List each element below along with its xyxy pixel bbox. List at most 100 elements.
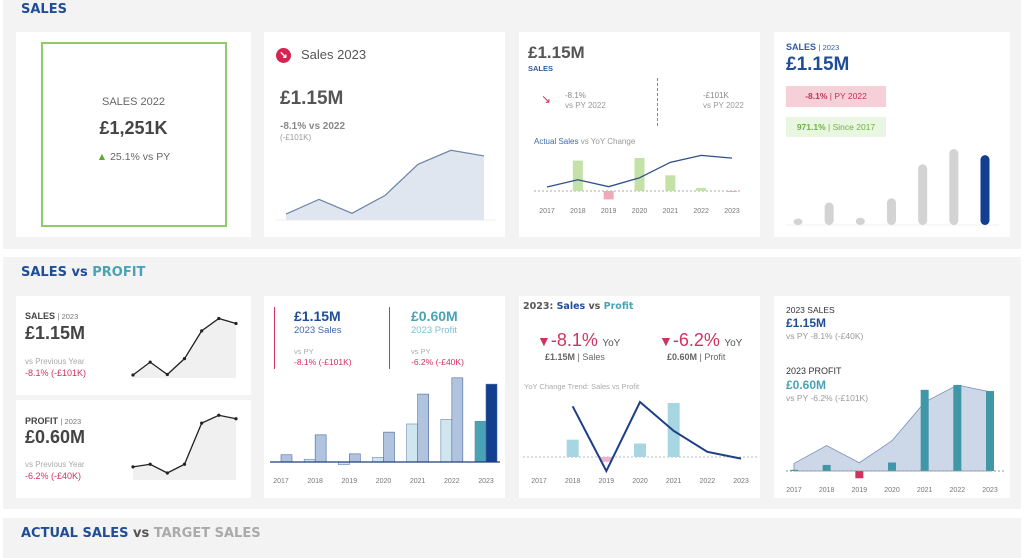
year-tick-label: 2018 xyxy=(570,208,586,215)
sales-spark-change: -8.1% (-£101K) xyxy=(25,368,87,378)
sales-bar xyxy=(417,393,429,463)
sales-bar xyxy=(793,218,803,225)
trend-sales-pct: -8.1% xyxy=(550,330,598,350)
trend-title-sales: Sales xyxy=(556,301,586,312)
combo-profit-vs: vs PY -6.2% (-£101K) xyxy=(786,393,869,403)
year-tick-label: 2022 xyxy=(700,478,716,485)
trend-title-vs: vs xyxy=(588,301,601,312)
since-badge: 971.1% | Since 2017 xyxy=(786,117,886,137)
sales-bar xyxy=(918,164,928,225)
sales-2023-card: ↘ Sales 2023 £1.15M -8.1% vs 2022 (-£101… xyxy=(264,32,505,237)
sales-sparkline-point xyxy=(234,321,238,326)
sales-yoy-line xyxy=(571,400,742,474)
trend-sales-sub-label: | Sales xyxy=(577,352,605,362)
profit-spark-year: | 2023 xyxy=(60,417,82,426)
sales-bar xyxy=(383,431,395,463)
sales-sparkline-point xyxy=(165,372,169,377)
dual-profit-value: £0.60M xyxy=(411,308,458,324)
profit-sparkline xyxy=(131,413,238,480)
yoy-bar xyxy=(696,187,707,191)
title-profit: PROFIT xyxy=(92,265,146,280)
profit-sparkline-point xyxy=(217,413,221,417)
sales-bar xyxy=(485,383,498,463)
sales-badge-card: SALES | 2023 £1.15M -8.1% | PY 2022 971.… xyxy=(774,32,1010,237)
since-badge-label: | Since 2017 xyxy=(828,122,876,132)
year-tick-label: 2023 xyxy=(982,487,998,494)
sales-sparkline xyxy=(131,316,238,378)
combo-sales-vs: vs PY -8.1% (-£40K) xyxy=(786,331,864,341)
py-badge: -8.1% | PY 2022 xyxy=(786,86,886,107)
chart-title-actual: Actual Sales xyxy=(534,137,579,146)
profit-spark-card: PROFIT | 2023 £0.60M vs Previous Year -6… xyxy=(16,400,251,498)
sales-bar xyxy=(887,198,896,225)
sales-2023-change: -8.1% vs 2022 xyxy=(280,121,346,132)
title-actual-sales: ACTUAL SALES xyxy=(21,526,129,541)
sales-2023-title: Sales 2023 xyxy=(301,47,367,62)
sales-2023-area-chart xyxy=(276,149,496,221)
sales-bar xyxy=(280,454,293,463)
year-tick-label: 2017 xyxy=(273,478,289,485)
sales-spark-label: SALES xyxy=(25,311,56,321)
profit-bar xyxy=(406,423,418,463)
year-tick-label: 2018 xyxy=(565,478,581,485)
profit-yoy-bar xyxy=(566,439,579,457)
dual-sales-vs: vs PY xyxy=(294,347,314,356)
dual-profit-change: -6.2% (-£40K) xyxy=(411,357,464,367)
year-tick-label: 2021 xyxy=(666,478,682,485)
profit-bar xyxy=(986,391,994,471)
sales-accent-line xyxy=(274,307,275,369)
trend-sales-sub-value: £1.15M xyxy=(545,352,576,362)
sales-sparkline-point xyxy=(200,329,204,333)
sales-yoy-label: SALES xyxy=(528,64,554,73)
kpi-2022-label: SALES 2022 xyxy=(102,96,165,108)
title-vs: vs xyxy=(71,265,88,280)
sales-yoy-pct: -8.1% xyxy=(565,91,586,100)
trend-profit-kpi: ▼-6.2% YoY xyxy=(659,330,742,351)
title-sales: SALES xyxy=(21,265,67,280)
profit-yoy-bar xyxy=(600,457,613,462)
yoy-bar xyxy=(634,158,645,191)
sales-spark-value: £1.15M xyxy=(25,323,86,343)
sales-sparkline-point xyxy=(148,360,152,364)
year-tick-label: 2017 xyxy=(531,478,547,485)
actual-vs-target-section: ACTUAL SALES vs TARGET SALES xyxy=(3,518,1021,558)
section-title-sales: SALES xyxy=(21,2,67,17)
sales-spark-heading: SALES | 2023 xyxy=(25,311,78,321)
title-vs: vs xyxy=(132,526,150,541)
sales-bar xyxy=(824,202,834,225)
arrow-down-right-icon: ↘ xyxy=(276,48,291,63)
area-fill xyxy=(286,150,484,220)
year-tick-label: 2020 xyxy=(376,478,392,485)
section-title-sales-vs-profit: SALES vs PROFIT xyxy=(21,265,145,280)
sales-line xyxy=(285,149,485,215)
profit-spark-heading: PROFIT | 2023 xyxy=(25,416,81,426)
since-badge-value: 971.1% xyxy=(796,122,826,132)
profit-bar xyxy=(855,471,864,479)
dual-kpi-card: £1.15M 2023 Sales vs PY -8.1% (-£101K) £… xyxy=(264,296,505,498)
trend-profit-sub: £0.60M | Profit xyxy=(667,352,725,362)
dual-sales-label: 2023 Sales xyxy=(294,325,342,336)
sales-2023-value: £1.15M xyxy=(280,88,344,109)
combo-profit-value: £0.60M xyxy=(786,378,827,392)
dual-profit-label: 2023 Profit xyxy=(411,325,457,336)
kpi-2022-value: £1,251K xyxy=(99,118,168,138)
trend-sales-kpi: ▼-8.1% YoY xyxy=(537,330,620,351)
sales-bar xyxy=(855,217,865,225)
year-tick-label: 2019 xyxy=(852,487,868,494)
year-tick-label: 2017 xyxy=(786,487,802,494)
trend-profit-sub-label: | Profit xyxy=(699,352,726,362)
year-tick-label: 2018 xyxy=(307,478,323,485)
sales-spark-vs: vs Previous Year xyxy=(25,357,85,366)
profit-sparkline-point xyxy=(234,417,238,421)
title-target-sales: TARGET SALES xyxy=(153,526,261,541)
kpi-2022-card: SALES 2022 £1,251K ▲ 25.1% vs PY xyxy=(16,32,251,237)
trend-title-year: 2023: xyxy=(523,301,554,312)
sparkline-area xyxy=(133,318,236,378)
profit-spark-change: -6.2% (-£40K) xyxy=(25,471,82,481)
triangle-up-icon: ▲ xyxy=(96,151,108,163)
profit-bar xyxy=(888,462,896,471)
sales-bar xyxy=(314,434,327,463)
year-tick-label: 2022 xyxy=(693,208,709,215)
profit-accent-line xyxy=(389,307,390,369)
sales-badge-value: £1.15M xyxy=(786,54,850,75)
